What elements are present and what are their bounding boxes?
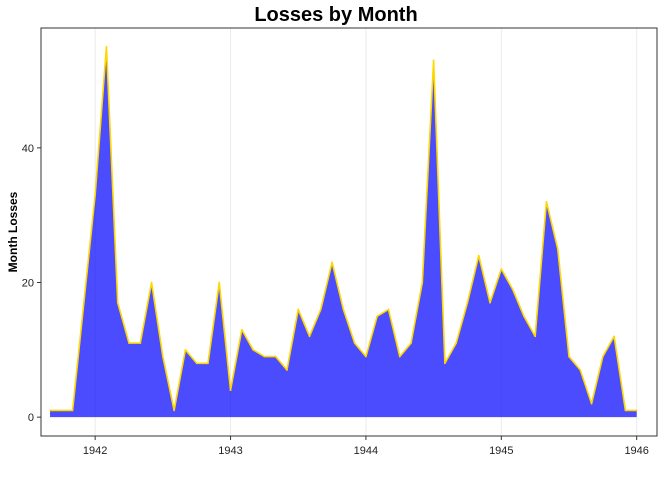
data-point-1945-03: [523, 315, 525, 317]
data-point-1942-06: [150, 281, 153, 284]
x-tick-label-1943: 1943: [218, 445, 242, 457]
data-point-1943-09: [319, 308, 322, 311]
data-point-1942-10: [195, 362, 198, 365]
x-axis: 1942 1943 1944 1945 1946: [83, 436, 649, 457]
data-point-1944-09: [455, 342, 457, 344]
data-point-1943-01: [229, 389, 232, 392]
data-point-1943-11: [342, 308, 345, 311]
data-point-1944-02: [376, 315, 379, 317]
data-point-1943-07: [297, 308, 300, 311]
data-point-1945-04: [534, 335, 536, 338]
data-point-1943-12: [353, 342, 356, 344]
data-point-1946-01: [635, 409, 638, 412]
series-area-group: [50, 46, 637, 418]
data-point-1944-07: [432, 59, 435, 62]
data-point-1945-08: [579, 369, 582, 371]
data-point-1942-12: [218, 281, 221, 284]
data-point-1942-03: [116, 301, 119, 304]
data-point-1942-09: [184, 349, 187, 351]
x-tick-label-1946: 1946: [624, 445, 648, 457]
data-point-1941-11: [71, 409, 74, 412]
data-point-1943-02: [241, 328, 243, 331]
data-point-1944-01: [365, 355, 367, 358]
plot-panel-border: [40, 27, 658, 437]
data-point-1944-10: [466, 301, 469, 304]
data-point-1942-02: [105, 46, 108, 48]
area-fill: [50, 46, 637, 418]
data-point-1945-09: [590, 402, 593, 405]
data-point-1945-06: [556, 248, 559, 250]
data-point-1945-05: [545, 200, 548, 203]
x-tick-label-1945: 1945: [489, 445, 513, 457]
y-tick-label-40: 40: [22, 143, 34, 155]
data-point-1944-04: [398, 355, 401, 358]
y-tick-label-0: 0: [28, 412, 34, 424]
data-point-1945-01: [500, 268, 503, 270]
data-point-1942-07: [162, 355, 164, 358]
data-point-1942-08: [173, 409, 175, 412]
data-point-1943-06: [286, 369, 288, 371]
data-point-1943-08: [308, 335, 311, 338]
y-axis: 0 20 40: [22, 143, 41, 424]
data-point-1941-12: [83, 301, 85, 304]
data-point-1945-07: [568, 355, 570, 358]
data-point-1944-11: [477, 254, 480, 257]
x-tick-label-1942: 1942: [83, 445, 107, 457]
data-point-1942-04: [128, 342, 130, 344]
data-point-1943-03: [252, 349, 254, 351]
data-point-1943-05: [274, 355, 277, 358]
data-point-1945-11: [613, 335, 615, 338]
data-point-1944-06: [421, 281, 424, 284]
data-point-1945-12: [624, 409, 627, 412]
data-point-1944-08: [444, 362, 446, 365]
data-points: [49, 46, 638, 412]
data-point-1942-01: [94, 194, 96, 196]
data-point-1945-02: [511, 288, 514, 291]
data-point-1942-05: [139, 342, 142, 344]
data-point-1945-10: [602, 355, 604, 358]
data-point-1943-10: [331, 261, 333, 264]
x-tick-label-1944: 1944: [354, 445, 378, 457]
y-axis-label: Month Losses: [6, 191, 20, 272]
data-point-1944-05: [410, 342, 412, 344]
y-tick-label-20: 20: [22, 277, 34, 289]
data-point-1944-12: [489, 301, 491, 304]
data-point-1941-09: [49, 409, 51, 412]
chart-title: Losses by Month: [254, 4, 417, 26]
data-point-1942-11: [207, 362, 209, 365]
data-point-1943-04: [263, 355, 266, 358]
data-point-1941-10: [60, 409, 63, 412]
data-point-1944-03: [387, 308, 390, 311]
